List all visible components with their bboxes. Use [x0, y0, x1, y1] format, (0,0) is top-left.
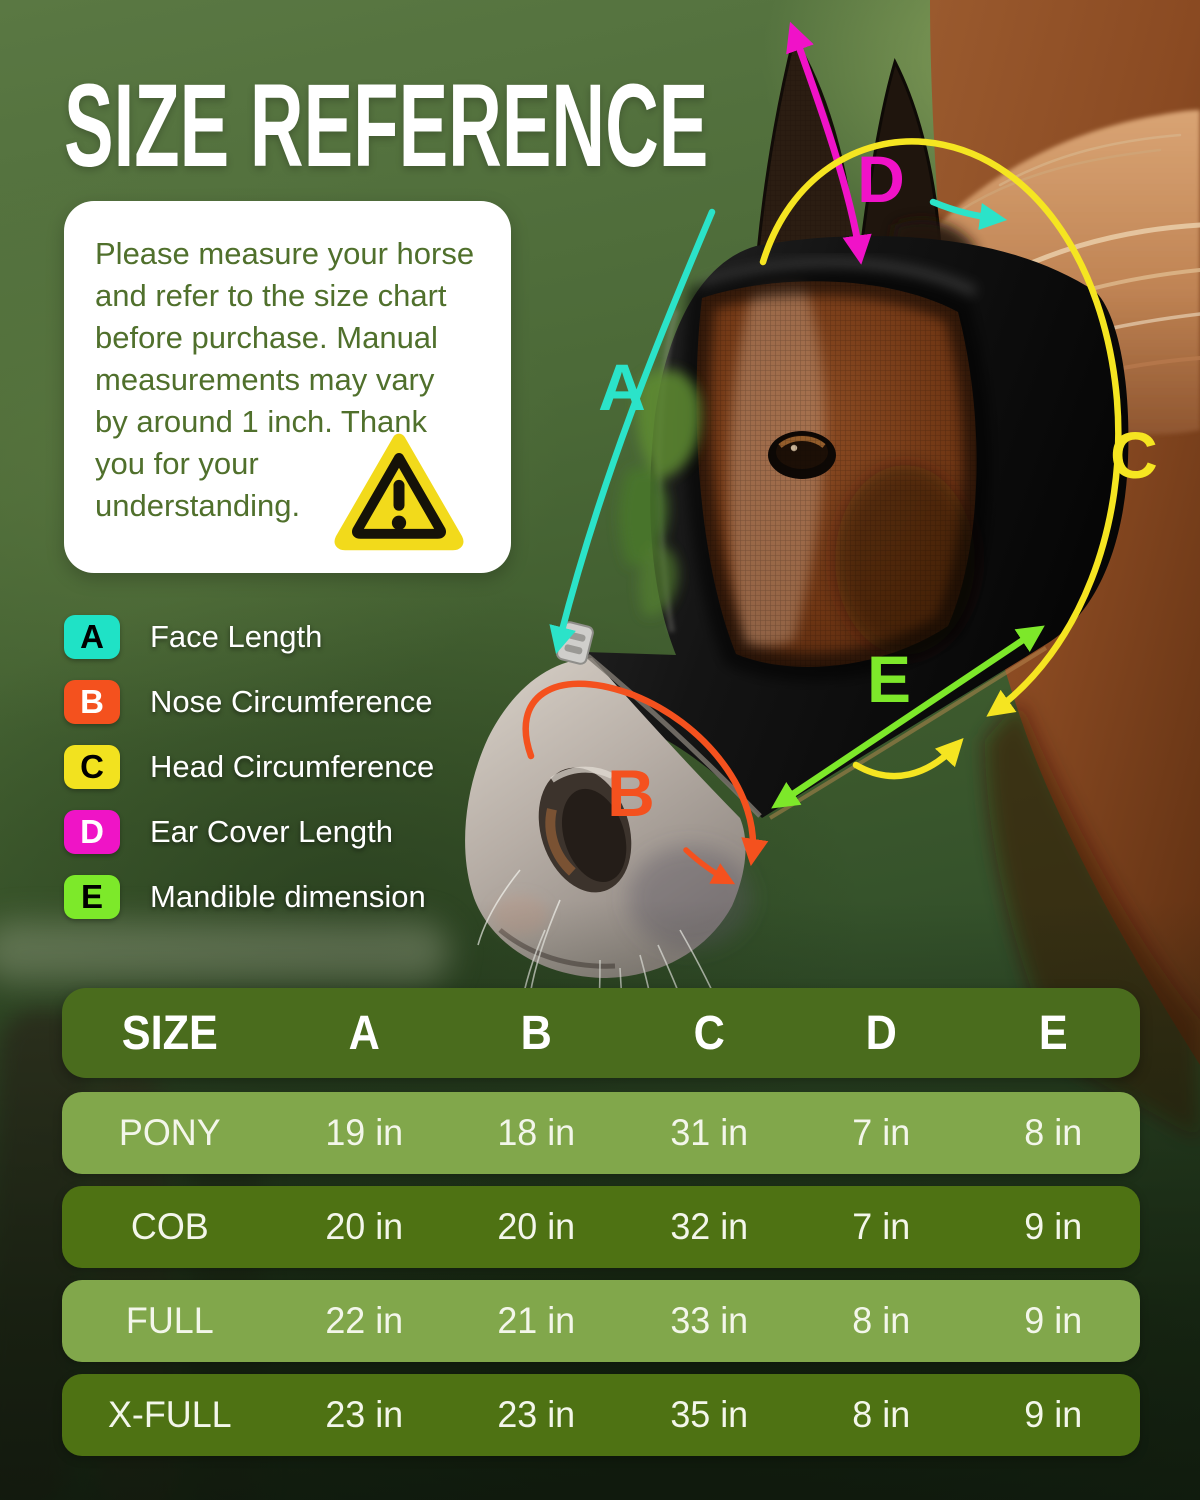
cell-value: 23 in — [497, 1394, 576, 1435]
table-row-x-full: X-FULL 23 in 23 in 35 in 8 in 9 in — [62, 1374, 1140, 1456]
cell-value: 8 in — [1024, 1112, 1083, 1153]
info-text-line: by around 1 inch. Thank — [95, 404, 428, 439]
cell-value: 9 in — [1024, 1394, 1083, 1435]
legend-item-face-length: A Face Length — [64, 615, 434, 659]
cell-value: 9 in — [1024, 1206, 1083, 1247]
arrow-a-face-length — [549, 208, 716, 654]
page-title: SIZE REFERENCE — [64, 60, 709, 192]
legend-label: Nose Circumference — [150, 684, 433, 719]
measurement-legend: A Face Length B Nose Circumference C Hea… — [64, 615, 434, 940]
header-cell-d: D — [865, 1006, 897, 1060]
legend-item-mandible-dimension: E Mandible dimension — [64, 875, 434, 919]
size-table: SIZE A B C D E PONY 19 in 18 in 31 in 7 … — [62, 988, 1140, 1468]
legend-label: Head Circumference — [150, 749, 435, 784]
cell-value: 23 in — [324, 1394, 403, 1435]
row-size-label: PONY — [118, 1112, 221, 1153]
legend-item-head-circumference: C Head Circumference — [64, 745, 434, 789]
arrow-a-poll-pointer — [929, 198, 1008, 231]
arrow-e-mandible — [771, 625, 1045, 809]
diagram-letter-b: B — [607, 756, 655, 830]
legend-item-nose-circumference: B Nose Circumference — [64, 680, 434, 724]
info-text-line: understanding. — [95, 488, 301, 523]
table-row-full: FULL 22 in 21 in 33 in 8 in 9 in — [62, 1280, 1140, 1362]
diagram-letter-c: C — [1110, 418, 1158, 492]
cell-value: 18 in — [497, 1112, 576, 1153]
cell-value: 7 in — [852, 1206, 911, 1247]
diagram-letter-d: D — [857, 142, 905, 216]
arrow-b-small-pointer — [683, 847, 736, 885]
info-box: Please measure your horse and refer to t… — [64, 201, 511, 573]
arrow-c-jaw-pointer — [852, 738, 964, 780]
warning-triangle-icon — [334, 433, 464, 551]
cell-value: 20 in — [497, 1206, 576, 1247]
legend-label: Mandible dimension — [150, 879, 426, 914]
legend-label: Ear Cover Length — [150, 814, 393, 849]
info-text-line: you for your — [95, 446, 259, 481]
header-cell-b: B — [520, 1006, 552, 1060]
legend-badge-d: D — [64, 810, 120, 854]
arrow-b-nose-circumference — [522, 680, 769, 867]
cell-value: 8 in — [852, 1300, 911, 1341]
info-text: Please measure your horse and refer to t… — [95, 233, 474, 527]
cell-value: 20 in — [324, 1206, 403, 1247]
arrow-d-ear-cover-length — [786, 21, 872, 265]
cell-value: 22 in — [324, 1300, 403, 1341]
size-table-header: SIZE A B C D E — [62, 988, 1140, 1078]
cell-value: 8 in — [852, 1394, 911, 1435]
table-row-cob: COB 20 in 20 in 32 in 7 in 9 in — [62, 1186, 1140, 1268]
header-cell-e: E — [1039, 1006, 1069, 1060]
info-text-line: measurements may vary — [95, 362, 435, 397]
cell-value: 35 in — [669, 1394, 748, 1435]
row-size-label: COB — [130, 1206, 209, 1247]
cell-value: 31 in — [669, 1112, 748, 1153]
diagram-letter-e: E — [867, 642, 911, 716]
cell-value: 32 in — [669, 1206, 748, 1247]
cell-value: 19 in — [324, 1112, 403, 1153]
row-size-label: FULL — [125, 1300, 214, 1341]
legend-item-ear-cover-length: D Ear Cover Length — [64, 810, 434, 854]
legend-badge-b: B — [64, 680, 120, 724]
header-cell-c: C — [693, 1006, 725, 1060]
info-text-line: and refer to the size chart — [95, 278, 447, 313]
row-size-label: X-FULL — [107, 1394, 232, 1435]
diagram-letter-a: A — [598, 350, 646, 424]
cell-value: 7 in — [852, 1112, 911, 1153]
legend-badge-c: C — [64, 745, 120, 789]
cell-value: 21 in — [497, 1300, 576, 1341]
legend-badge-a: A — [64, 615, 120, 659]
header-cell-size: SIZE — [121, 1006, 218, 1060]
info-text-line: before purchase. Manual — [95, 320, 438, 355]
arrow-c-head-circumference — [759, 138, 1122, 717]
legend-badge-e: E — [64, 875, 120, 919]
header-cell-a: A — [348, 1006, 380, 1060]
cell-value: 33 in — [669, 1300, 748, 1341]
table-row-pony: PONY 19 in 18 in 31 in 7 in 8 in — [62, 1092, 1140, 1174]
cell-value: 9 in — [1024, 1300, 1083, 1341]
legend-label: Face Length — [150, 619, 323, 654]
info-text-line: Please measure your horse — [95, 236, 475, 271]
